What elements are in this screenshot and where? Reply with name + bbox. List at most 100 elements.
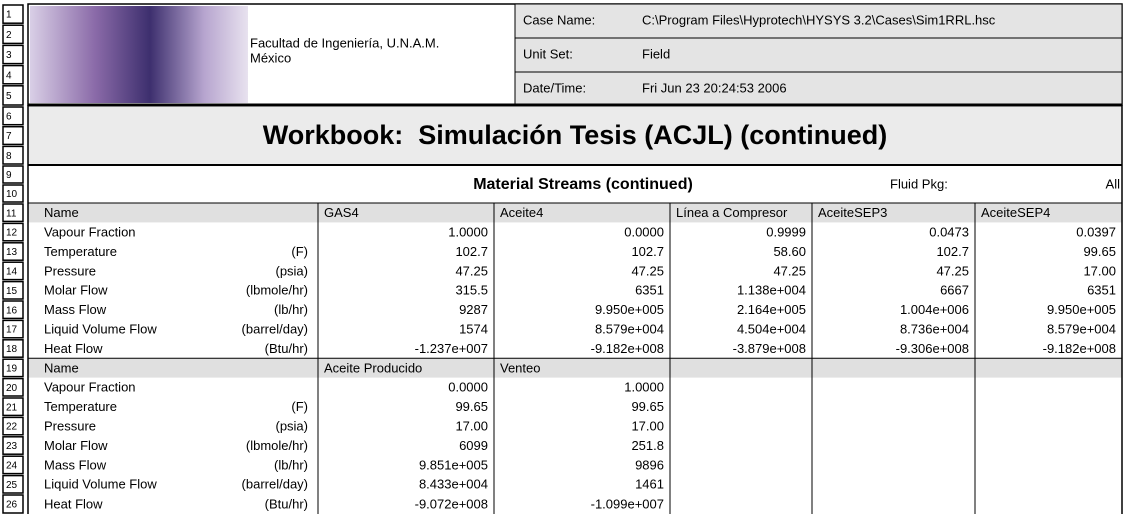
row-number-cell (2, 416, 24, 436)
property-value: 1.138e+004 (737, 283, 806, 298)
row-number-cell (2, 145, 24, 165)
property-value: 0.0473 (929, 225, 969, 240)
property-value: 99.65 (455, 399, 488, 414)
property-value: 251.8 (631, 438, 664, 453)
property-value: 8.433e+004 (419, 477, 488, 492)
name-header: Name (44, 205, 79, 220)
property-value: 6351 (1087, 283, 1116, 298)
property-value: 9896 (635, 457, 664, 472)
row-number-cell (2, 125, 24, 146)
property-unit: (F) (291, 399, 308, 414)
row-number-cell (2, 24, 24, 45)
row-number: 9 (6, 170, 12, 181)
property-unit: (lb/hr) (274, 457, 308, 472)
table-header-row (28, 203, 1122, 223)
property-label: Mass Flow (44, 302, 107, 317)
property-unit: (barrel/day) (242, 322, 308, 337)
property-value: 1.0000 (624, 380, 664, 395)
stream-name: AceiteSEP4 (981, 205, 1050, 220)
row-number: 16 (6, 305, 18, 316)
row-number: 23 (6, 441, 18, 452)
property-value: 315.5 (455, 283, 488, 298)
property-label: Vapour Fraction (44, 225, 136, 240)
info-value: Fri Jun 23 20:24:53 2006 (642, 80, 787, 95)
property-label: Pressure (44, 419, 96, 434)
row-number-cell (2, 165, 24, 184)
name-header: Name (44, 360, 79, 375)
property-value: -9.182e+008 (1043, 341, 1116, 356)
fluid-pkg-value: All (1106, 176, 1121, 191)
property-value: 9287 (459, 302, 488, 317)
property-value: 8.579e+004 (595, 322, 664, 337)
property-value: 9.950e+005 (595, 302, 664, 317)
property-label: Mass Flow (44, 457, 107, 472)
stream-name: Aceite Producido (324, 360, 422, 375)
property-unit: (lbmole/hr) (246, 438, 308, 453)
property-value: -9.182e+008 (591, 341, 664, 356)
property-unit: (F) (291, 244, 308, 259)
property-value: -9.072e+008 (415, 496, 488, 511)
property-label: Molar Flow (44, 283, 108, 298)
property-label: Liquid Volume Flow (44, 477, 157, 492)
property-value: -3.879e+008 (733, 341, 806, 356)
row-number-cell (2, 494, 24, 514)
property-value: 1.0000 (448, 225, 488, 240)
property-value: 8.579e+004 (1047, 322, 1116, 337)
organization: México (250, 50, 291, 65)
property-value: 6667 (940, 283, 969, 298)
row-number-cell (2, 85, 24, 106)
property-label: Heat Flow (44, 496, 103, 511)
table-header-row (28, 358, 1122, 378)
row-number: 25 (6, 480, 18, 491)
row-number-cell (2, 455, 24, 475)
row-number-cell (2, 358, 24, 378)
property-value: 102.7 (936, 244, 969, 259)
property-value: 9.851e+005 (419, 457, 488, 472)
property-value: 99.65 (1083, 244, 1116, 259)
row-number-cell (2, 339, 24, 358)
row-number: 7 (6, 131, 12, 142)
title-band (28, 107, 1122, 165)
row-number: 4 (6, 70, 12, 81)
row-number-cell (2, 222, 24, 242)
logo (30, 6, 248, 103)
row-number: 24 (6, 461, 18, 472)
property-value: 2.164e+005 (737, 302, 806, 317)
row-number-cell (2, 436, 24, 455)
row-number-cell (2, 474, 24, 494)
row-number-cell (2, 397, 24, 417)
property-label: Liquid Volume Flow (44, 322, 157, 337)
property-unit: (lb/hr) (274, 302, 308, 317)
property-value: 9.950e+005 (1047, 302, 1116, 317)
property-value: 17.00 (1083, 263, 1116, 278)
row-number: 22 (6, 422, 18, 433)
property-label: Vapour Fraction (44, 380, 136, 395)
property-value: 0.0397 (1076, 225, 1116, 240)
property-value: 8.736e+004 (900, 322, 969, 337)
property-value: 47.25 (631, 263, 664, 278)
fluid-pkg-label: Fluid Pkg: (890, 176, 948, 191)
row-number: 21 (6, 402, 18, 413)
property-value: 102.7 (455, 244, 488, 259)
info-value: Field (642, 46, 670, 61)
property-unit: (psia) (275, 263, 308, 278)
property-value: 47.25 (773, 263, 806, 278)
property-value: 4.504e+004 (737, 322, 806, 337)
property-value: 1574 (459, 322, 488, 337)
row-number: 14 (6, 267, 18, 278)
property-value: 6099 (459, 438, 488, 453)
stream-name: GAS4 (324, 205, 359, 220)
row-number: 19 (6, 364, 18, 375)
stream-name: Venteo (500, 360, 541, 375)
stream-name: Línea a Compresor (676, 205, 788, 220)
property-value: 17.00 (631, 419, 664, 434)
row-number-cell (2, 44, 24, 65)
row-number: 17 (6, 325, 18, 336)
row-number-cell (2, 319, 24, 339)
row-number: 2 (6, 30, 12, 41)
row-number-cell (2, 280, 24, 300)
row-number-cell (2, 261, 24, 281)
row-number-cell (2, 203, 24, 223)
stream-name: Aceite4 (500, 205, 543, 220)
row-number-cell (2, 242, 24, 261)
